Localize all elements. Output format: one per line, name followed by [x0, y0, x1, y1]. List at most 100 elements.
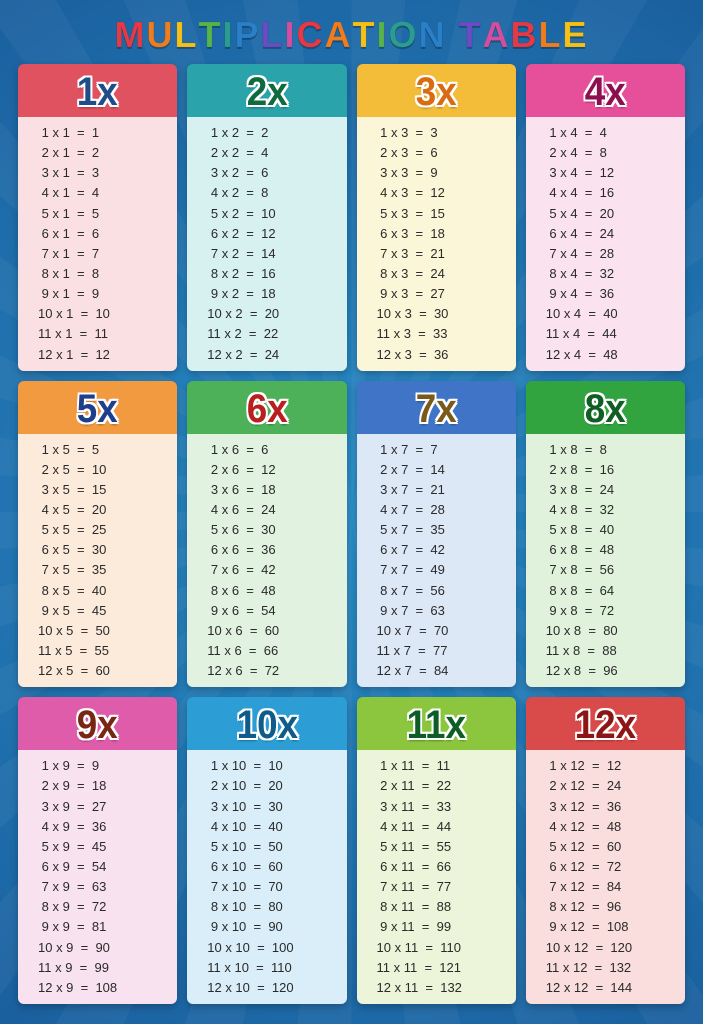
card-header: 1x — [18, 64, 177, 117]
equation-row: 12 x 1 = 12 — [24, 345, 171, 365]
equation-row: 9 x 9 = 81 — [24, 917, 171, 937]
equation-row: 12 x 2 = 24 — [193, 345, 340, 365]
equation-row: 10 x 5 = 50 — [24, 621, 171, 641]
equation-row: 10 x 4 = 40 — [532, 304, 679, 324]
equation-row: 10 x 3 = 30 — [363, 304, 510, 324]
times-table-card-10: 10x 1 x 10 = 10 2 x 10 = 20 3 x 10 = 30 … — [187, 697, 346, 1004]
times-table-card-4: 4x 1 x 4 = 4 2 x 4 = 8 3 x 4 = 12 4 x 4 … — [526, 64, 685, 371]
title-letter: M — [114, 14, 146, 56]
title-letter: L — [260, 14, 284, 56]
times-table-card-5: 5x 1 x 5 = 5 2 x 5 = 10 3 x 5 = 15 4 x 5… — [18, 381, 177, 688]
equation-row: 10 x 10 = 100 — [193, 938, 340, 958]
equation-row: 11 x 3 = 33 — [363, 324, 510, 344]
equation-row: 2 x 4 = 8 — [532, 143, 679, 163]
equation-row: 4 x 9 = 36 — [24, 817, 171, 837]
card-header-number: 7x — [416, 385, 457, 433]
card-body: 1 x 4 = 4 2 x 4 = 8 3 x 4 = 12 4 x 4 = 1… — [526, 117, 685, 371]
equation-row: 9 x 6 = 54 — [193, 601, 340, 621]
equation-row: 4 x 10 = 40 — [193, 817, 340, 837]
times-table-card-1: 1x 1 x 1 = 1 2 x 1 = 2 3 x 1 = 3 4 x 1 =… — [18, 64, 177, 371]
equation-row: 6 x 8 = 48 — [532, 540, 679, 560]
times-table-card-6: 6x 1 x 6 = 6 2 x 6 = 12 3 x 6 = 18 4 x 6… — [187, 381, 346, 688]
equation-row: 4 x 3 = 12 — [363, 183, 510, 203]
equation-row: 12 x 12 = 144 — [532, 978, 679, 998]
card-header: 3x — [357, 64, 516, 117]
equation-row: 10 x 9 = 90 — [24, 938, 171, 958]
card-body: 1 x 7 = 7 2 x 7 = 14 3 x 7 = 21 4 x 7 = … — [357, 434, 516, 688]
equation-row: 8 x 1 = 8 — [24, 264, 171, 284]
equation-row: 4 x 4 = 16 — [532, 183, 679, 203]
equation-row: 2 x 1 = 2 — [24, 143, 171, 163]
equation-row: 9 x 2 = 18 — [193, 284, 340, 304]
equation-row: 5 x 7 = 35 — [363, 520, 510, 540]
times-table-card-8: 8x 1 x 8 = 8 2 x 8 = 16 3 x 8 = 24 4 x 8… — [526, 381, 685, 688]
equation-row: 3 x 7 = 21 — [363, 480, 510, 500]
equation-row: 6 x 12 = 72 — [532, 857, 679, 877]
times-table-card-9: 9x 1 x 9 = 9 2 x 9 = 18 3 x 9 = 27 4 x 9… — [18, 697, 177, 1004]
equation-row: 6 x 2 = 12 — [193, 224, 340, 244]
equation-row: 1 x 9 = 9 — [24, 756, 171, 776]
equation-row: 6 x 3 = 18 — [363, 224, 510, 244]
equation-row: 8 x 12 = 96 — [532, 897, 679, 917]
poster-frame: MULTIPLICATION TABLE 1x 1 x 1 = 1 2 x 1 … — [0, 0, 703, 1024]
equation-row: 6 x 1 = 6 — [24, 224, 171, 244]
equation-row: 10 x 11 = 110 — [363, 938, 510, 958]
equation-row: 12 x 7 = 84 — [363, 661, 510, 681]
equation-row: 11 x 2 = 22 — [193, 324, 340, 344]
title-letter: T — [352, 14, 376, 56]
equation-row: 7 x 9 = 63 — [24, 877, 171, 897]
equation-row: 5 x 8 = 40 — [532, 520, 679, 540]
card-body: 1 x 5 = 5 2 x 5 = 10 3 x 5 = 15 4 x 5 = … — [18, 434, 177, 688]
equation-row: 7 x 2 = 14 — [193, 244, 340, 264]
equation-row: 6 x 10 = 60 — [193, 857, 340, 877]
equation-row: 7 x 11 = 77 — [363, 877, 510, 897]
equation-row: 8 x 5 = 40 — [24, 581, 171, 601]
poster-title: MULTIPLICATION TABLE — [18, 14, 685, 56]
equation-row: 11 x 11 = 121 — [363, 958, 510, 978]
equation-row: 10 x 7 = 70 — [363, 621, 510, 641]
equation-row: 11 x 5 = 55 — [24, 641, 171, 661]
times-table-card-12: 12x 1 x 12 = 12 2 x 12 = 24 3 x 12 = 36 … — [526, 697, 685, 1004]
equation-row: 8 x 3 = 24 — [363, 264, 510, 284]
equation-row: 10 x 2 = 20 — [193, 304, 340, 324]
equation-row: 1 x 7 = 7 — [363, 440, 510, 460]
equation-row: 8 x 10 = 80 — [193, 897, 340, 917]
equation-row: 5 x 3 = 15 — [363, 204, 510, 224]
equation-row: 9 x 11 = 99 — [363, 917, 510, 937]
equation-row: 7 x 3 = 21 — [363, 244, 510, 264]
equation-row: 1 x 2 = 2 — [193, 123, 340, 143]
equation-row: 7 x 8 = 56 — [532, 560, 679, 580]
equation-row: 3 x 1 = 3 — [24, 163, 171, 183]
equation-row: 12 x 9 = 108 — [24, 978, 171, 998]
title-letter: O — [389, 14, 419, 56]
equation-row: 11 x 1 = 11 — [24, 324, 171, 344]
card-body: 1 x 11 = 11 2 x 11 = 22 3 x 11 = 33 4 x … — [357, 750, 516, 1004]
equation-row: 8 x 2 = 16 — [193, 264, 340, 284]
equation-row: 6 x 9 = 54 — [24, 857, 171, 877]
card-header: 5x — [18, 381, 177, 434]
equation-row: 8 x 6 = 48 — [193, 581, 340, 601]
card-header-number: 1x — [77, 68, 118, 116]
equation-row: 1 x 10 = 10 — [193, 756, 340, 776]
equation-row: 12 x 3 = 36 — [363, 345, 510, 365]
equation-row: 3 x 6 = 18 — [193, 480, 340, 500]
title-letter: N — [419, 14, 447, 56]
equation-row: 1 x 5 = 5 — [24, 440, 171, 460]
equation-row: 9 x 7 = 63 — [363, 601, 510, 621]
equation-row: 9 x 1 = 9 — [24, 284, 171, 304]
title-letter: P — [234, 14, 260, 56]
equation-row: 11 x 10 = 110 — [193, 958, 340, 978]
times-table-card-7: 7x 1 x 7 = 7 2 x 7 = 14 3 x 7 = 21 4 x 7… — [357, 381, 516, 688]
equation-row: 8 x 11 = 88 — [363, 897, 510, 917]
equation-row: 7 x 1 = 7 — [24, 244, 171, 264]
equation-row: 1 x 12 = 12 — [532, 756, 679, 776]
equation-row: 2 x 3 = 6 — [363, 143, 510, 163]
equation-row: 4 x 5 = 20 — [24, 500, 171, 520]
equation-row: 2 x 7 = 14 — [363, 460, 510, 480]
equation-row: 3 x 8 = 24 — [532, 480, 679, 500]
equation-row: 5 x 11 = 55 — [363, 837, 510, 857]
equation-row: 3 x 11 = 33 — [363, 797, 510, 817]
card-body: 1 x 10 = 10 2 x 10 = 20 3 x 10 = 30 4 x … — [187, 750, 346, 1004]
title-letter: A — [324, 14, 352, 56]
equation-row: 2 x 11 = 22 — [363, 776, 510, 796]
